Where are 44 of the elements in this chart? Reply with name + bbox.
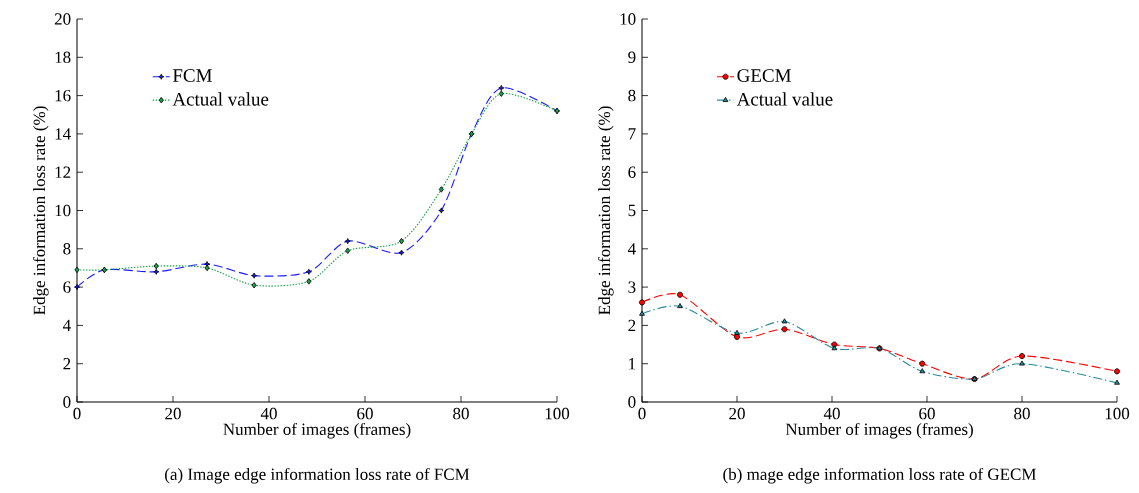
x-tick-label: 0	[73, 407, 81, 420]
x-tick-label: 100	[545, 407, 570, 420]
y-tick-label: 10	[55, 204, 71, 217]
x-tick-label: 80	[1014, 407, 1030, 420]
y-tick-label: 7	[628, 128, 636, 140]
x-tick-label: 40	[260, 407, 277, 420]
x-tick-label: 40	[823, 407, 840, 420]
y-axis-title: Edge information loss rate (%)	[597, 106, 614, 315]
text: (a) Image edge information loss rate of FCM	[165, 467, 470, 484]
y-tick-label: 12	[55, 166, 71, 178]
legend-label: GECM	[737, 69, 791, 82]
legend-label: FCM	[172, 69, 212, 82]
y-tick-label: 2	[628, 319, 636, 332]
x-tick-label: 60	[357, 407, 373, 420]
x-tick-label: 100	[1105, 407, 1130, 420]
x-axis-title: Number of images (frames)	[223, 422, 411, 439]
y-tick-label: 8	[63, 243, 71, 255]
y-tick-label: 6	[628, 166, 636, 178]
x-tick-label: 20	[165, 407, 181, 420]
x-tick-label: 20	[729, 407, 745, 420]
y-tick-label: 20	[54, 13, 71, 25]
y-tick-label: 16	[55, 89, 71, 102]
y-tick-label: 0	[628, 396, 636, 408]
y-tick-label: 4	[627, 243, 636, 255]
y-axis-title: Edge information loss rate (%)	[32, 106, 49, 315]
legend-label: Actual value	[172, 92, 269, 106]
y-tick-label: 2	[63, 358, 71, 370]
y-tick-label: 10	[620, 13, 636, 25]
y-tick-label: 9	[628, 51, 636, 64]
x-axis-title: Number of images (frames)	[785, 422, 973, 439]
y-tick-label: 4	[62, 319, 71, 331]
text: (b) mage edge information loss rate of GECM	[723, 467, 1037, 484]
x-tick-label: 0	[638, 407, 646, 420]
y-tick-label: 0	[63, 396, 71, 408]
legend-label: Actual value	[736, 92, 833, 106]
y-tick-label: 6	[63, 281, 71, 293]
y-tick-label: 8	[628, 89, 636, 102]
x-tick-label: 80	[453, 407, 469, 420]
y-tick-label: 1	[629, 358, 636, 370]
y-tick-label: 5	[628, 204, 636, 217]
x-tick-label: 60	[919, 407, 935, 420]
y-tick-label: 14	[55, 128, 71, 140]
y-tick-label: 18	[55, 51, 71, 64]
y-tick-label: 3	[628, 281, 636, 293]
